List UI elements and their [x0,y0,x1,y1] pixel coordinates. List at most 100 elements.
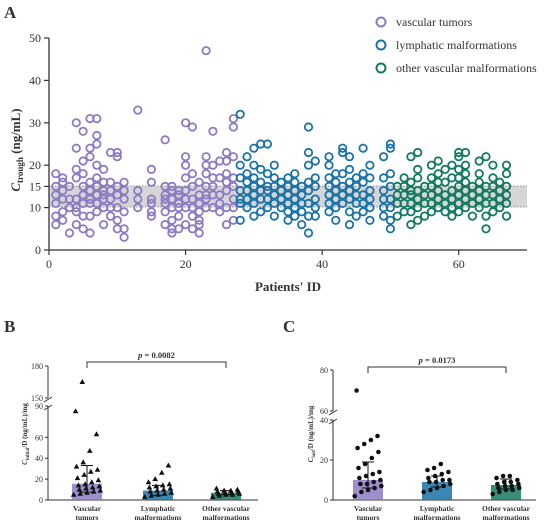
scatter-point [310,203,320,213]
scatter-point [71,207,81,217]
scatter-point [283,190,293,200]
scatter-point [488,207,498,217]
scatter-point [310,173,320,183]
scatter-point [58,173,68,183]
scatter-point [344,194,355,204]
data-point [369,455,375,461]
scatter-point [276,194,286,204]
data-point [425,467,430,473]
scatter-point [85,211,95,221]
scatter-point [221,186,232,196]
scatter-point [454,173,464,183]
scatter-point [174,224,184,234]
scatter-point [105,177,116,187]
scatter-point [160,190,170,200]
data-point [490,491,496,497]
scatter-point [85,194,95,204]
scatter-point [215,207,225,217]
scatter-point [467,181,477,191]
data-point [434,485,440,491]
scatter-point [262,203,273,213]
y-tick-label: 180 [31,362,43,371]
scatter-point [201,169,211,179]
scatter-point [474,186,484,196]
data-point [87,447,93,453]
data-point [75,482,82,488]
data-point [364,481,370,487]
data-point [76,486,83,492]
scatter-point [146,211,156,221]
scatter-point [92,160,102,170]
y-tick-label: 60 [35,433,43,442]
scatter-point [344,220,355,230]
axis-break-mark [43,396,53,403]
scatter-point [92,173,102,183]
scatter-point [337,169,348,179]
scatter-point [242,194,252,204]
scatter-point [201,152,211,162]
scatter-point [105,194,116,204]
scatter-point [406,177,416,187]
y-tick-label: 90 [35,402,43,411]
scatter-point [344,186,355,196]
scatter-point [58,215,68,225]
scatter-point [406,207,416,217]
scatter-point [160,220,170,230]
scatter-point [228,203,238,213]
y-tick-label: 20 [29,158,41,172]
data-point [94,466,101,472]
scatter-point [276,186,286,196]
legend-marker [375,39,387,51]
data-point [83,485,89,491]
scatter-point [119,224,129,234]
data-point [377,469,382,475]
data-point [166,481,173,487]
data-point [96,483,103,489]
scatter-point [365,173,375,183]
scatter-point [297,190,307,200]
scatter-point [146,198,156,208]
y-tick-label: 0 [35,243,41,257]
scatter-point [174,211,184,221]
scatter-point [99,190,109,200]
scatter-point [51,220,61,230]
scatter-point [303,122,314,132]
scatter-point [283,181,293,191]
data-point [79,379,85,384]
data-point [516,481,521,487]
scatter-point [112,152,122,162]
legend: vascular tumors lymphatic malformations ot… [375,15,537,75]
scatter-point [399,173,409,183]
scatter-point [358,190,368,200]
data-point [363,473,369,479]
data-point [352,493,358,499]
scatter-point [112,203,122,213]
scatter-point [146,177,156,187]
scatter-point [174,190,184,200]
scatter-point [262,186,273,196]
scatter-point [235,198,245,208]
scatter-point [399,181,409,191]
scatter-point [481,224,491,234]
scatter-point [331,186,341,196]
scatter-point [303,147,314,158]
scatter-point [351,173,361,183]
category-label: malformations [482,513,529,522]
scatter-point [235,160,245,170]
scatter-point [187,203,197,213]
scatter-point [78,190,88,200]
scatter-point [85,143,95,153]
scatter-point [310,194,320,204]
scatter-point [467,190,477,200]
scatter-point [460,169,471,179]
data-point [355,445,360,451]
scatter-point [283,215,293,225]
scatter-point [92,139,102,149]
scatter-point [133,105,143,115]
data-point [73,463,80,469]
panel-a-label: A [4,3,17,22]
scatter-point [365,194,375,204]
scatter-point [344,207,355,217]
scatter-point [419,211,430,221]
scatter-point [488,190,498,200]
